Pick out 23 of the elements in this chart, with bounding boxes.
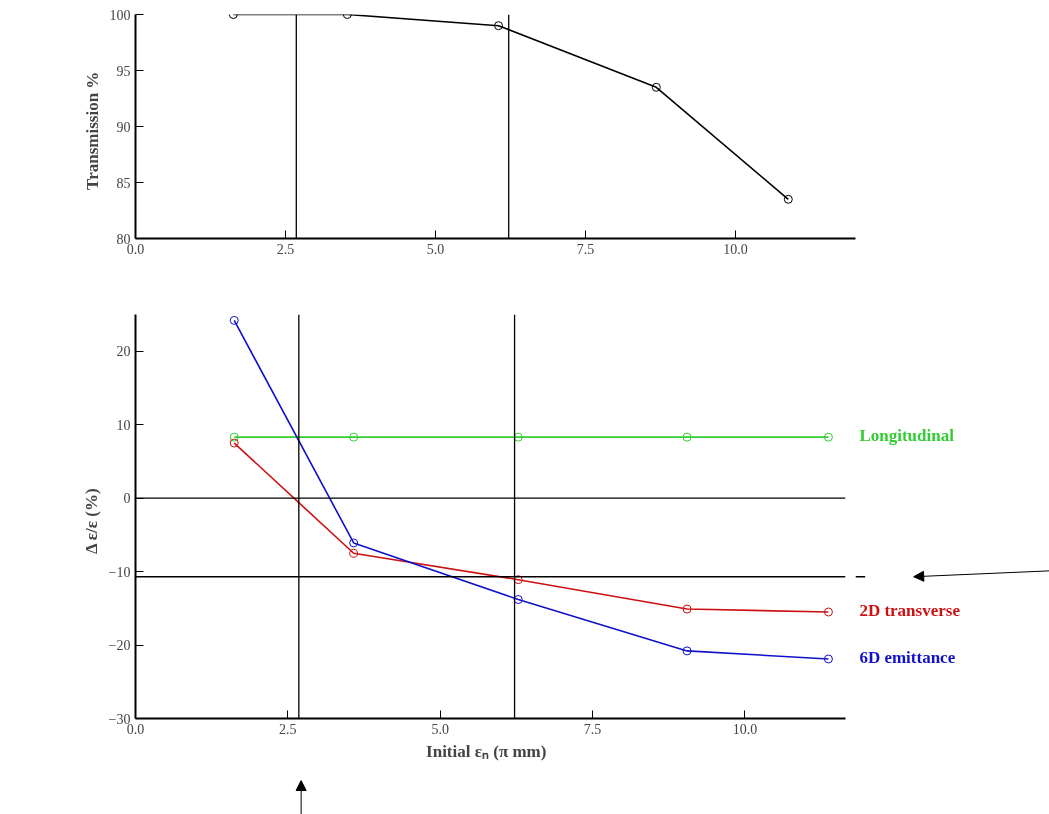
x-tick-label: 5.0 <box>426 241 445 257</box>
x-tick-label: 2.5 <box>276 241 295 257</box>
y-axis-title: Transmission % <box>82 71 102 190</box>
x-tick-label: 5.0 <box>431 721 449 737</box>
y-axis-title: Δ ε/ε (%) <box>81 488 101 555</box>
x-tick-label: 10.0 <box>732 721 758 737</box>
y-tick-label: −10 <box>108 564 131 580</box>
x-tick-label: 7.5 <box>583 721 602 737</box>
series-label: Longitudinal <box>859 426 955 446</box>
series-label: 6D emittance <box>859 648 956 667</box>
y-tick-label: 85 <box>116 175 131 191</box>
y-tick-label: 95 <box>116 63 131 79</box>
y-tick-label: 0 <box>123 491 131 507</box>
y-tick-label: −20 <box>108 638 131 654</box>
y-tick-label: 90 <box>116 119 131 135</box>
x-tick-label: 10.0 <box>723 241 748 257</box>
x-tick-label: 2.5 <box>279 721 297 737</box>
x-tick-label: 7.5 <box>576 241 595 257</box>
y-tick-label: 20 <box>116 344 131 360</box>
x-axis-title: Initial εₙ (π mm) <box>426 741 547 761</box>
y-tick-label: 100 <box>109 7 131 23</box>
series-label: 2D transverse <box>859 600 961 620</box>
y-tick-label: 10 <box>116 417 131 433</box>
